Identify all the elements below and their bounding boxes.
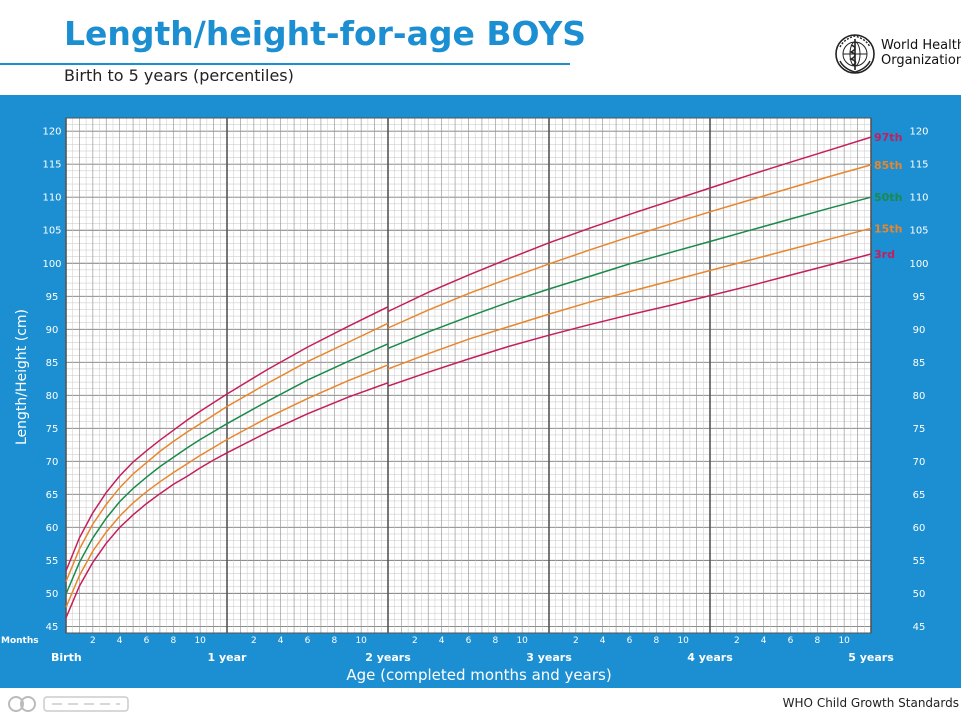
x-tick-label-month: 8: [331, 636, 337, 646]
series-line-85th: [387, 164, 872, 329]
y-tick-label-left: 105: [42, 226, 61, 237]
y-tick-label-right: 105: [909, 226, 928, 237]
series-line-3rd: [387, 253, 872, 387]
x-tick-label-month: 6: [627, 636, 633, 646]
x-tick-label-month: 2: [734, 636, 740, 646]
x-tick-label-month: 8: [653, 636, 659, 646]
page-subtitle: Birth to 5 years (percentiles): [64, 66, 294, 85]
page-title: Length/height-for-age BOYS: [64, 14, 587, 53]
series-line-15th: [387, 227, 872, 370]
series-label-97th: 97th: [874, 131, 902, 144]
y-tick-label-left: 90: [46, 325, 59, 336]
x-tick-label-month: 10: [355, 636, 367, 646]
y-tick-label-left: 60: [46, 523, 59, 534]
y-tick-label-left: 80: [46, 391, 59, 402]
y-tick-label-right: 85: [913, 358, 926, 369]
x-tick-label-month: 2: [573, 636, 579, 646]
y-tick-label-left: 55: [46, 556, 59, 567]
who-name: World Health Organization: [881, 38, 961, 68]
x-tick-label-year: 4 years: [687, 651, 733, 664]
y-tick-label-right: 75: [913, 424, 926, 435]
y-tick-label-right: 55: [913, 556, 926, 567]
series-line-50th: [65, 343, 389, 595]
y-tick-label-right: 70: [913, 457, 926, 468]
x-tick-label-month: 10: [838, 636, 850, 646]
y-tick-label-left: 110: [42, 193, 61, 204]
y-tick-label-right: 110: [909, 193, 928, 204]
x-tick-label-month: 4: [278, 636, 284, 646]
who-logo: World Health Organization: [834, 33, 961, 75]
y-tick-label-left: 75: [46, 424, 59, 435]
y-tick-label-right: 50: [913, 589, 926, 600]
x-tick-label-year: 3 years: [526, 651, 572, 664]
x-tick-label-month: 10: [677, 636, 689, 646]
y-tick-label-right: 95: [913, 292, 926, 303]
x-tick-label-year: 1 year: [208, 651, 248, 664]
title-underline: [0, 63, 570, 65]
series-label-85th: 85th: [874, 159, 902, 172]
x-tick-label-month: 6: [305, 636, 311, 646]
series-line-15th: [65, 364, 389, 608]
x-tick-label-month: 2: [251, 636, 257, 646]
chart-grid: [65, 117, 872, 634]
x-tick-label-month: 4: [439, 636, 445, 646]
series-line-85th: [65, 322, 389, 582]
x-tick-label-month: 4: [117, 636, 123, 646]
who-emblem-icon: [835, 34, 875, 74]
y-tick-label-right: 45: [913, 622, 926, 633]
x-tick-label-month: 6: [466, 636, 472, 646]
months-axis-label: Months: [1, 636, 39, 646]
y-tick-label-left: 120: [42, 127, 61, 138]
y-tick-label-left: 50: [46, 589, 59, 600]
x-tick-label-month: 2: [90, 636, 96, 646]
who-name-line-1: World Health: [881, 38, 961, 53]
y-tick-label-right: 80: [913, 391, 926, 402]
y-tick-label-left: 85: [46, 358, 59, 369]
y-tick-label-left: 70: [46, 457, 59, 468]
series-line-3rd: [65, 382, 389, 619]
y-tick-label-left: 95: [46, 292, 59, 303]
y-tick-label-right: 120: [909, 127, 928, 138]
y-tick-label-right: 90: [913, 325, 926, 336]
x-tick-label-month: 8: [814, 636, 820, 646]
y-tick-label-left: 45: [46, 622, 59, 633]
who-name-line-2: Organization: [881, 53, 961, 68]
x-tick-label-month: 8: [170, 636, 176, 646]
x-tick-label-month: 8: [492, 636, 498, 646]
y-axis-title: Length/Height (cm): [14, 309, 30, 445]
chart-series-labels: 3rd 15th 50th 85th 97th: [874, 131, 902, 261]
x-tick-label-month: 4: [600, 636, 606, 646]
x-tick-label-month: 2: [412, 636, 418, 646]
y-tick-label-left: 115: [42, 160, 61, 171]
x-tick-label-month: 10: [516, 636, 528, 646]
x-tick-label-year: 2 years: [365, 651, 411, 664]
watermark-logo-icon: [8, 696, 129, 712]
y-tick-label-right: 115: [909, 160, 928, 171]
plot-border: [65, 117, 872, 634]
x-tick-label-year: Birth: [51, 651, 82, 664]
chart-axes: 45 45 50 50 55 55 60 60 65 65 70 70 75 75 80 80 85 85 90 90…: [42, 127, 928, 664]
y-tick-label-right: 65: [913, 490, 926, 501]
x-axis-title: Age (completed months and years): [346, 666, 611, 684]
y-tick-label-left: 100: [42, 259, 61, 270]
x-tick-label-month: 6: [788, 636, 794, 646]
series-label-3rd: 3rd: [874, 248, 895, 261]
series-line-97th: [65, 306, 389, 572]
series-line-97th: [387, 136, 872, 313]
series-label-15th: 15th: [874, 222, 902, 235]
y-tick-label-right: 60: [913, 523, 926, 534]
x-tick-label-month: 4: [761, 636, 767, 646]
source-credit: WHO Child Growth Standards: [782, 696, 959, 710]
series-label-50th: 50th: [874, 191, 902, 204]
x-tick-label-year: 5 years: [848, 651, 894, 664]
x-tick-label-month: 6: [144, 636, 150, 646]
y-tick-label-right: 100: [909, 259, 928, 270]
x-tick-label-month: 10: [194, 636, 206, 646]
y-tick-label-left: 65: [46, 490, 59, 501]
chart-series: [65, 136, 872, 619]
series-line-50th: [387, 196, 872, 350]
